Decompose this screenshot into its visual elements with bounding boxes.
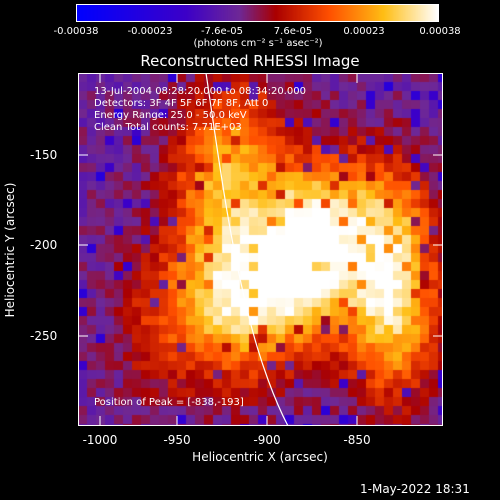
detectors-label: Detectors: 3F 4F 5F 6F 7F 8F, Att 0: [94, 98, 269, 109]
clean-counts-label: Clean Total counts: 7.71E+03: [94, 122, 242, 133]
colorbar: [76, 4, 439, 22]
energy-range-label: Energy Range: 25.0 - 50.0 keV: [94, 110, 247, 121]
colorbar-tick-label: -0.00023: [127, 26, 173, 37]
plot-title: Reconstructed RHESSI Image: [140, 52, 360, 70]
peak-position-label: Position of Peak = [-838,-193]: [94, 397, 244, 408]
colorbar-tick-label: 0.00038: [419, 26, 461, 37]
colorbar-tick-label: 7.6e-05: [273, 26, 313, 37]
y-tick-label: -250: [30, 329, 58, 343]
colorbar-units: (photons cm⁻² s⁻¹ asec⁻²): [193, 38, 323, 49]
solar-limb-line: [205, 73, 289, 426]
colorbar-ticks: -0.00038 -0.00023 -7.6e-05 7.6e-05 0.000…: [0, 0, 500, 40]
colorbar-tick-label: 0.00023: [343, 26, 385, 37]
colorbar-tick-label: -7.6e-05: [201, 26, 243, 37]
colorbar-tick-label: -0.00038: [53, 26, 99, 37]
plot-timestamp: 1-May-2022 18:31: [360, 482, 470, 496]
y-tick-label: -150: [30, 148, 58, 162]
x-tick-label: -900: [253, 433, 281, 447]
x-tick-label: -850: [343, 433, 371, 447]
reconstructed-image: [78, 73, 443, 426]
y-axis-label: Heliocentric Y (arcsec): [3, 182, 17, 318]
time-range-label: 13-Jul-2004 08:28:20.000 to 08:34:20.000: [94, 86, 306, 97]
x-tick-label: -950: [163, 433, 191, 447]
x-axis-label: Heliocentric X (arcsec): [192, 450, 328, 464]
axis-ticks: [78, 73, 443, 426]
plot-frame: [78, 73, 443, 426]
y-tick-label: -200: [30, 238, 58, 252]
plot-overlay: [78, 73, 443, 426]
x-tick-label: -1000: [82, 433, 118, 447]
image-plot-area: 13-Jul-2004 08:28:20.000 to 08:34:20.000…: [78, 73, 443, 426]
